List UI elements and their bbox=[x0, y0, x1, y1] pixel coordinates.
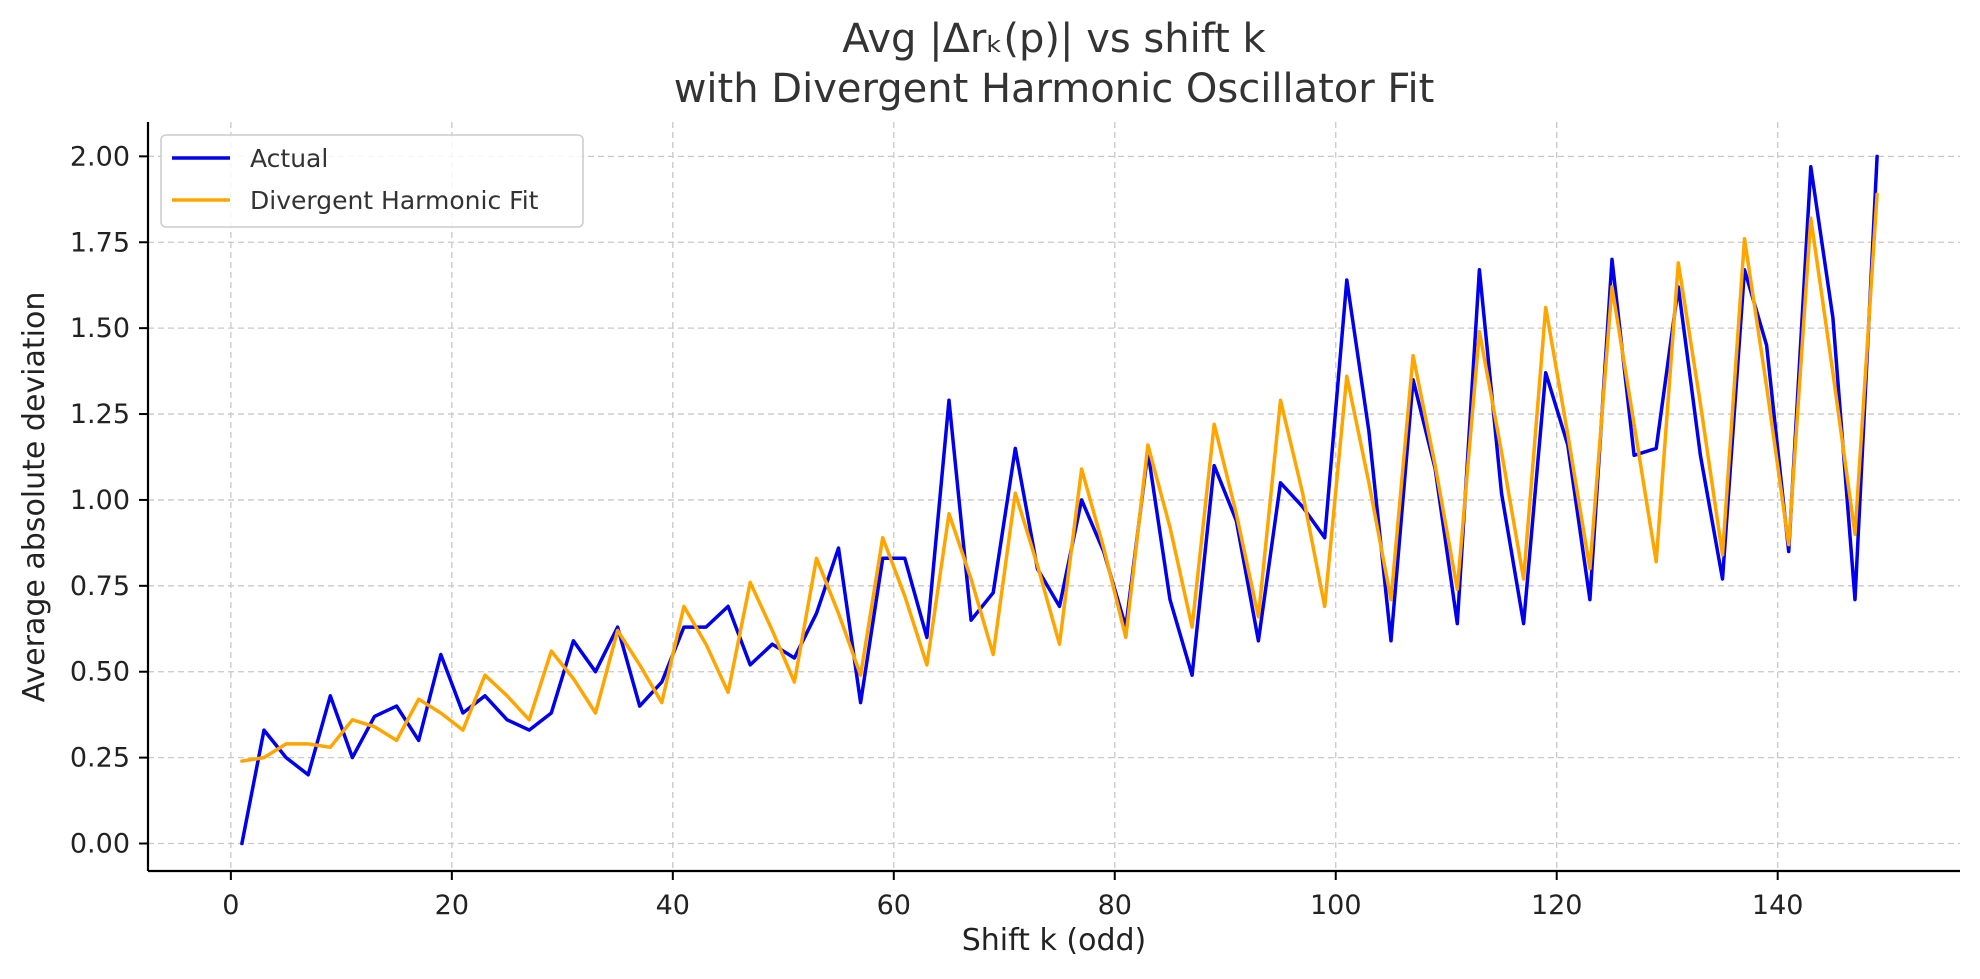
x-tick-label: 120 bbox=[1531, 890, 1583, 921]
legend-label-actual: Actual bbox=[250, 144, 328, 173]
x-tick-label: 0 bbox=[222, 890, 239, 921]
legend-label-fit: Divergent Harmonic Fit bbox=[250, 186, 539, 215]
chart-subtitle: with Divergent Harmonic Oscillator Fit bbox=[674, 66, 1435, 112]
x-tick-label: 80 bbox=[1098, 890, 1132, 921]
x-tick-label: 140 bbox=[1752, 890, 1804, 921]
y-tick-label: 1.75 bbox=[70, 227, 130, 258]
x-tick-label: 60 bbox=[877, 890, 911, 921]
legend: Actual Divergent Harmonic Fit bbox=[160, 134, 584, 228]
series-line-fit bbox=[240, 192, 1879, 763]
x-tick-label: 20 bbox=[435, 890, 469, 921]
chart-title: Avg |Δrₖ(p)| vs shift k bbox=[842, 16, 1266, 62]
y-tick-label: 0.25 bbox=[70, 743, 130, 774]
x-tick-label: 40 bbox=[656, 890, 690, 921]
y-tick-label: 0.00 bbox=[70, 829, 130, 860]
y-tick-label: 1.00 bbox=[70, 485, 130, 516]
y-axis-label: Average absolute deviation bbox=[17, 292, 52, 703]
x-tick-label: 100 bbox=[1310, 890, 1362, 921]
y-tick-label: 1.25 bbox=[70, 399, 130, 430]
legend-box bbox=[160, 134, 584, 228]
y-tick-label: 0.75 bbox=[70, 571, 130, 602]
series-lines bbox=[240, 154, 1879, 846]
axes: 0 20 40 60 80 100 120 140 0.00 0.25 0.50 0.75 1.00 1.… bbox=[70, 122, 1960, 921]
y-tick-label: 1.50 bbox=[70, 313, 130, 344]
x-axis-label: Shift k (odd) bbox=[962, 923, 1146, 958]
y-tick-label: 0.50 bbox=[70, 657, 130, 688]
y-tick-label: 2.00 bbox=[70, 141, 130, 172]
grid bbox=[148, 122, 1960, 871]
